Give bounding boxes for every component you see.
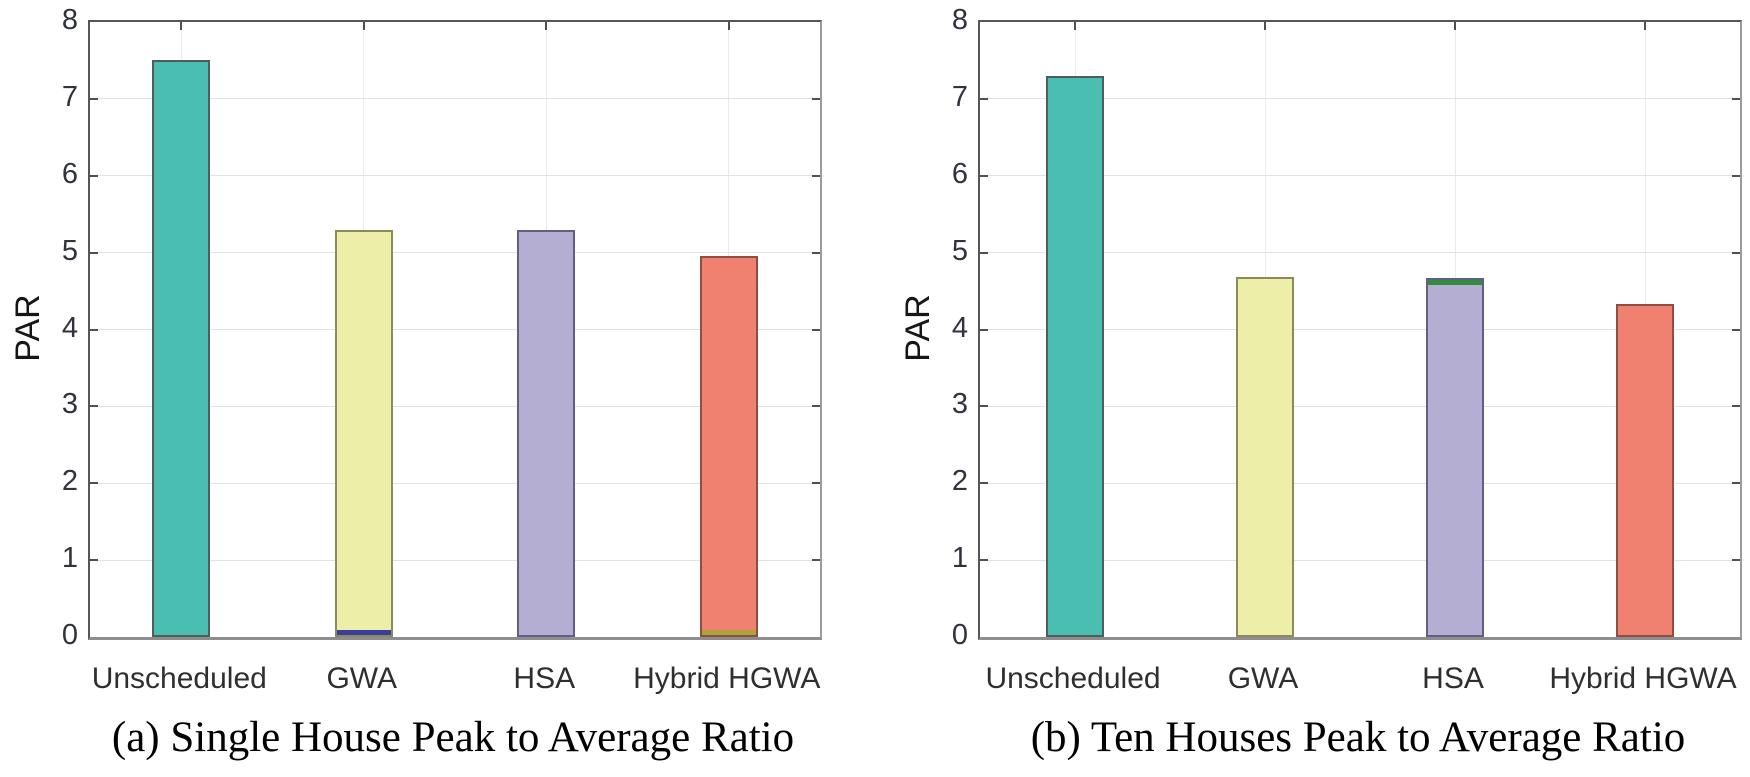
x-axis-tick [545,22,548,30]
y-tick-label: 1 [61,542,78,575]
x-axis-tick [362,22,365,30]
h-gridline [90,482,820,484]
x-axis-tick [1454,22,1456,30]
x-category-label-unscheduled: Unscheduled [91,662,267,695]
h-gridline [90,252,820,254]
x-axis-tick [727,22,730,30]
x-axis-tick [180,22,183,30]
y-axis-tick [980,251,988,254]
x-axis-tick [1074,22,1076,30]
y-axis-tick [1732,97,1740,100]
bar-unscheduled [152,60,211,637]
y-axis-tick [812,174,820,177]
y-axis-tick [90,482,98,485]
y-axis-tick [90,174,98,177]
bar-unscheduled [1046,76,1104,637]
h-gridline [90,329,820,330]
x-category-label-hsa: HSA [513,662,576,695]
y-axis-tick [1732,328,1740,331]
h-gridline [980,405,1740,407]
plot-box-b [978,20,1742,640]
chart-panel-a: PAR 0 1 2 3 4 5 6 7 8 Unscheduled GWA HSA Hybrid HGW… [9,4,822,761]
y-axis-tick [980,97,988,100]
y-axis-tick [980,405,988,408]
h-gridline [980,98,1740,100]
y-tick-label: 4 [61,311,78,344]
caption-b: (b) Ten Houses Peak to Average Ratio [1030,714,1686,761]
caption-a: (a) Single House Peak to Average Ratio [111,714,795,761]
y-axis-tick [1732,251,1740,254]
y-tick-label: 6 [61,157,78,190]
h-gridline [90,559,820,561]
y-axis-tick [812,559,820,562]
y-axis-tick [812,405,820,408]
x-category-label-gwa: GWA [326,662,398,695]
bar-hybrid-hgwa [699,256,758,637]
y-axis-tick [812,97,820,100]
y-tick-label: 0 [61,619,78,651]
y-axis-tick [90,251,98,254]
bar-hsa [1426,278,1484,637]
y-axis-tick [1732,482,1740,485]
y-tick-label: 1 [951,542,968,575]
bar-gwa [1236,277,1294,637]
h-gridline [90,98,820,100]
y-tick-label: 5 [951,234,968,267]
y-tick-label: 8 [61,4,78,36]
x-axis-tick [1264,22,1266,30]
bar-accent-stripe [701,630,756,635]
y-axis-tick [90,559,98,562]
h-gridline [980,559,1740,561]
plot-box-a [88,20,822,640]
y-axis-tick [1732,174,1740,177]
y-axis-tick [90,405,98,408]
h-gridline [90,175,820,177]
y-tick-label: 5 [61,234,78,267]
bar-gwa [334,230,393,637]
x-axis-tick [1644,22,1646,30]
bar-accent-stripe [336,630,391,635]
x-category-label-hybrid-hgwa: Hybrid HGWA [1549,662,1737,695]
y-axis-tick [812,482,820,485]
y-axis-tick [1732,405,1740,408]
h-gridline [90,405,820,407]
y-tick-label: 6 [951,157,968,190]
y-tick-label: 4 [951,311,968,344]
y-axis-tick [1732,559,1740,562]
y-axis-tick [980,328,988,331]
bar-accent-stripe [1428,280,1482,285]
y-axis-tick [90,97,98,100]
y-axis-tick [980,482,988,485]
y-tick-label: 8 [951,4,968,36]
y-tick-label: 2 [951,465,968,498]
y-axis-tick [812,251,820,254]
y-axis-tick [812,328,820,331]
y-tick-label: 7 [61,80,78,113]
y-axis-tick [980,174,988,177]
y-tick-label: 0 [951,619,968,651]
x-category-label-hsa: HSA [1422,662,1484,695]
x-category-label-unscheduled: Unscheduled [985,662,1161,695]
chart-panel-b: PAR 0 1 2 3 4 5 6 7 8 Unscheduled GWA HSA Hybrid HGW… [875,0,1750,777]
y-tick-label: 7 [951,80,968,113]
bar-hsa [517,230,576,637]
h-gridline [980,482,1740,484]
x-category-label-gwa: GWA [1227,662,1299,695]
x-category-label-hybrid-hgwa: Hybrid HGWA [633,662,821,695]
h-gridline [980,252,1740,254]
y-tick-label: 3 [61,388,78,421]
y-axis-tick [980,559,988,562]
bar-hybrid-hgwa [1616,304,1674,637]
h-gridline [980,175,1740,177]
y-tick-label: 3 [951,388,968,421]
h-gridline [980,329,1740,330]
y-axis-tick [90,328,98,331]
y-tick-label: 2 [61,465,78,498]
